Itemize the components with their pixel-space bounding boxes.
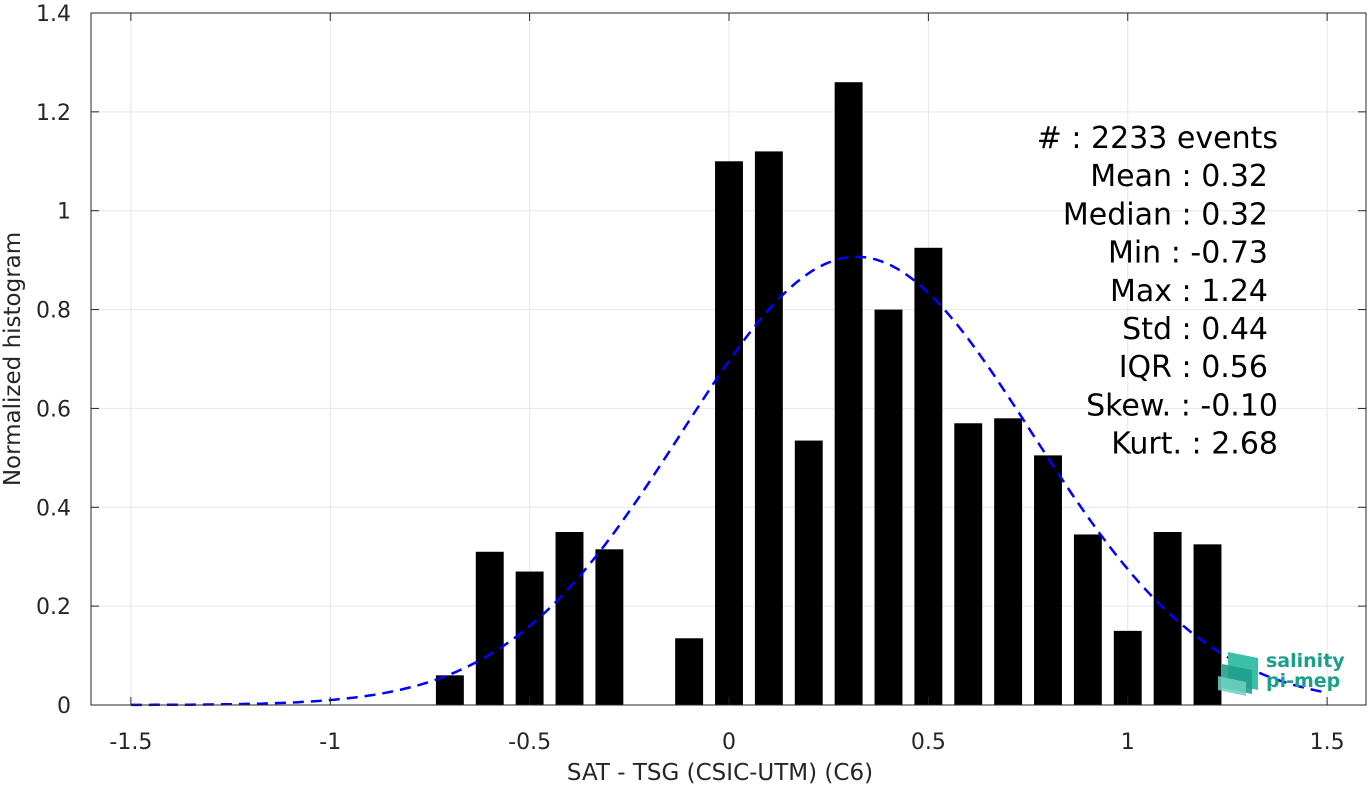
stat-line: Skew. : -0.10: [1086, 388, 1278, 423]
stat-line: Median : 0.32: [1063, 197, 1268, 232]
histogram-bar: [595, 549, 624, 705]
histogram-bar: [994, 418, 1023, 705]
x-tick-label: 1.5: [1310, 730, 1345, 755]
logo-line2: pi-mep: [1266, 670, 1340, 692]
y-tick-label: 0: [57, 694, 71, 719]
salinity-pi-mep-logo: salinity pi-mep: [1218, 650, 1345, 696]
stat-line: Mean : 0.32: [1090, 159, 1268, 194]
x-tick-label: 1: [1121, 730, 1135, 755]
stat-line: Std : 0.44: [1122, 312, 1268, 347]
x-tick-label: 0: [722, 730, 736, 755]
x-axis-label: SAT - TSG (CSIC-UTM) (C6): [567, 760, 873, 785]
stat-line: IQR : 0.56: [1119, 350, 1268, 385]
stat-line: Max : 1.24: [1110, 274, 1268, 309]
y-tick-label: 0.2: [36, 595, 71, 620]
histogram-bar: [834, 82, 863, 705]
y-tick-label: 0.6: [36, 397, 71, 422]
histogram-bar: [914, 247, 943, 706]
histogram-bar: [1034, 455, 1062, 705]
histogram-bar: [1073, 534, 1102, 705]
histogram-bar: [1113, 630, 1142, 705]
logo-mark-icon: [1218, 652, 1258, 696]
histogram-bars: [435, 82, 1222, 706]
histogram-bar: [515, 571, 544, 705]
x-tick-label: -0.5: [508, 730, 551, 755]
histogram-bar: [874, 309, 903, 705]
histogram-bar: [715, 161, 743, 706]
tick-labels: -1.5 -1 -0.5 0 0.5 1 1.5 0 0.2 0.4 0.6 0.8 1 1.2 1.4: [36, 2, 1345, 755]
stat-line: # : 2233 events: [1037, 121, 1278, 156]
histogram-bar: [475, 551, 504, 705]
y-tick-label: 0.4: [36, 496, 71, 521]
x-tick-label: -1.5: [109, 730, 152, 755]
histogram-bar: [1153, 532, 1182, 705]
x-tick-label: 0.5: [911, 730, 946, 755]
y-tick-label: 1.4: [36, 2, 71, 27]
y-axis-label: Normalized histogram: [0, 232, 26, 486]
y-tick-label: 0.8: [36, 299, 71, 324]
y-tick-label: 1: [57, 200, 71, 225]
stat-line: Min : -0.73: [1108, 236, 1268, 271]
x-tick-label: -1: [319, 730, 341, 755]
y-tick-label: 1.2: [36, 101, 71, 126]
histogram-bar: [954, 423, 983, 705]
histogram-bar: [675, 638, 704, 705]
histogram-bar: [1193, 544, 1222, 705]
logo-line1: salinity: [1266, 650, 1345, 672]
axes: [90, 12, 1367, 706]
stat-line: Kurt. : 2.68: [1111, 427, 1278, 462]
histogram-bar: [435, 675, 464, 705]
histogram-bar: [555, 532, 584, 705]
histogram-bar: [754, 151, 783, 705]
histogram-bar: [794, 440, 823, 705]
